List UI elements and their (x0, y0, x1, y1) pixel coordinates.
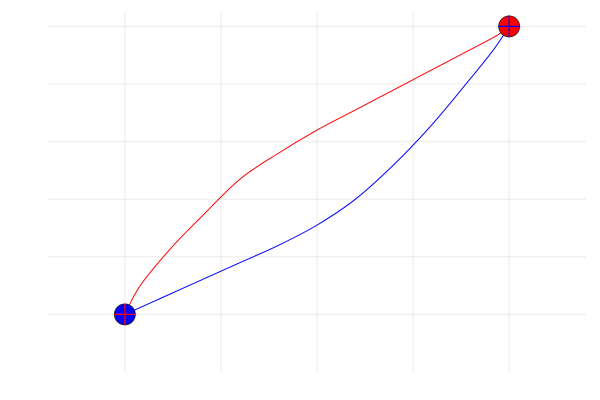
endpoint-marker-1 (498, 15, 521, 38)
series-line-1 (124, 26, 510, 315)
grid (48, 12, 586, 372)
series-line-0 (124, 26, 510, 315)
series-layer (124, 26, 510, 315)
endpoint-marker-0 (113, 303, 136, 326)
marker-layer (113, 15, 521, 326)
